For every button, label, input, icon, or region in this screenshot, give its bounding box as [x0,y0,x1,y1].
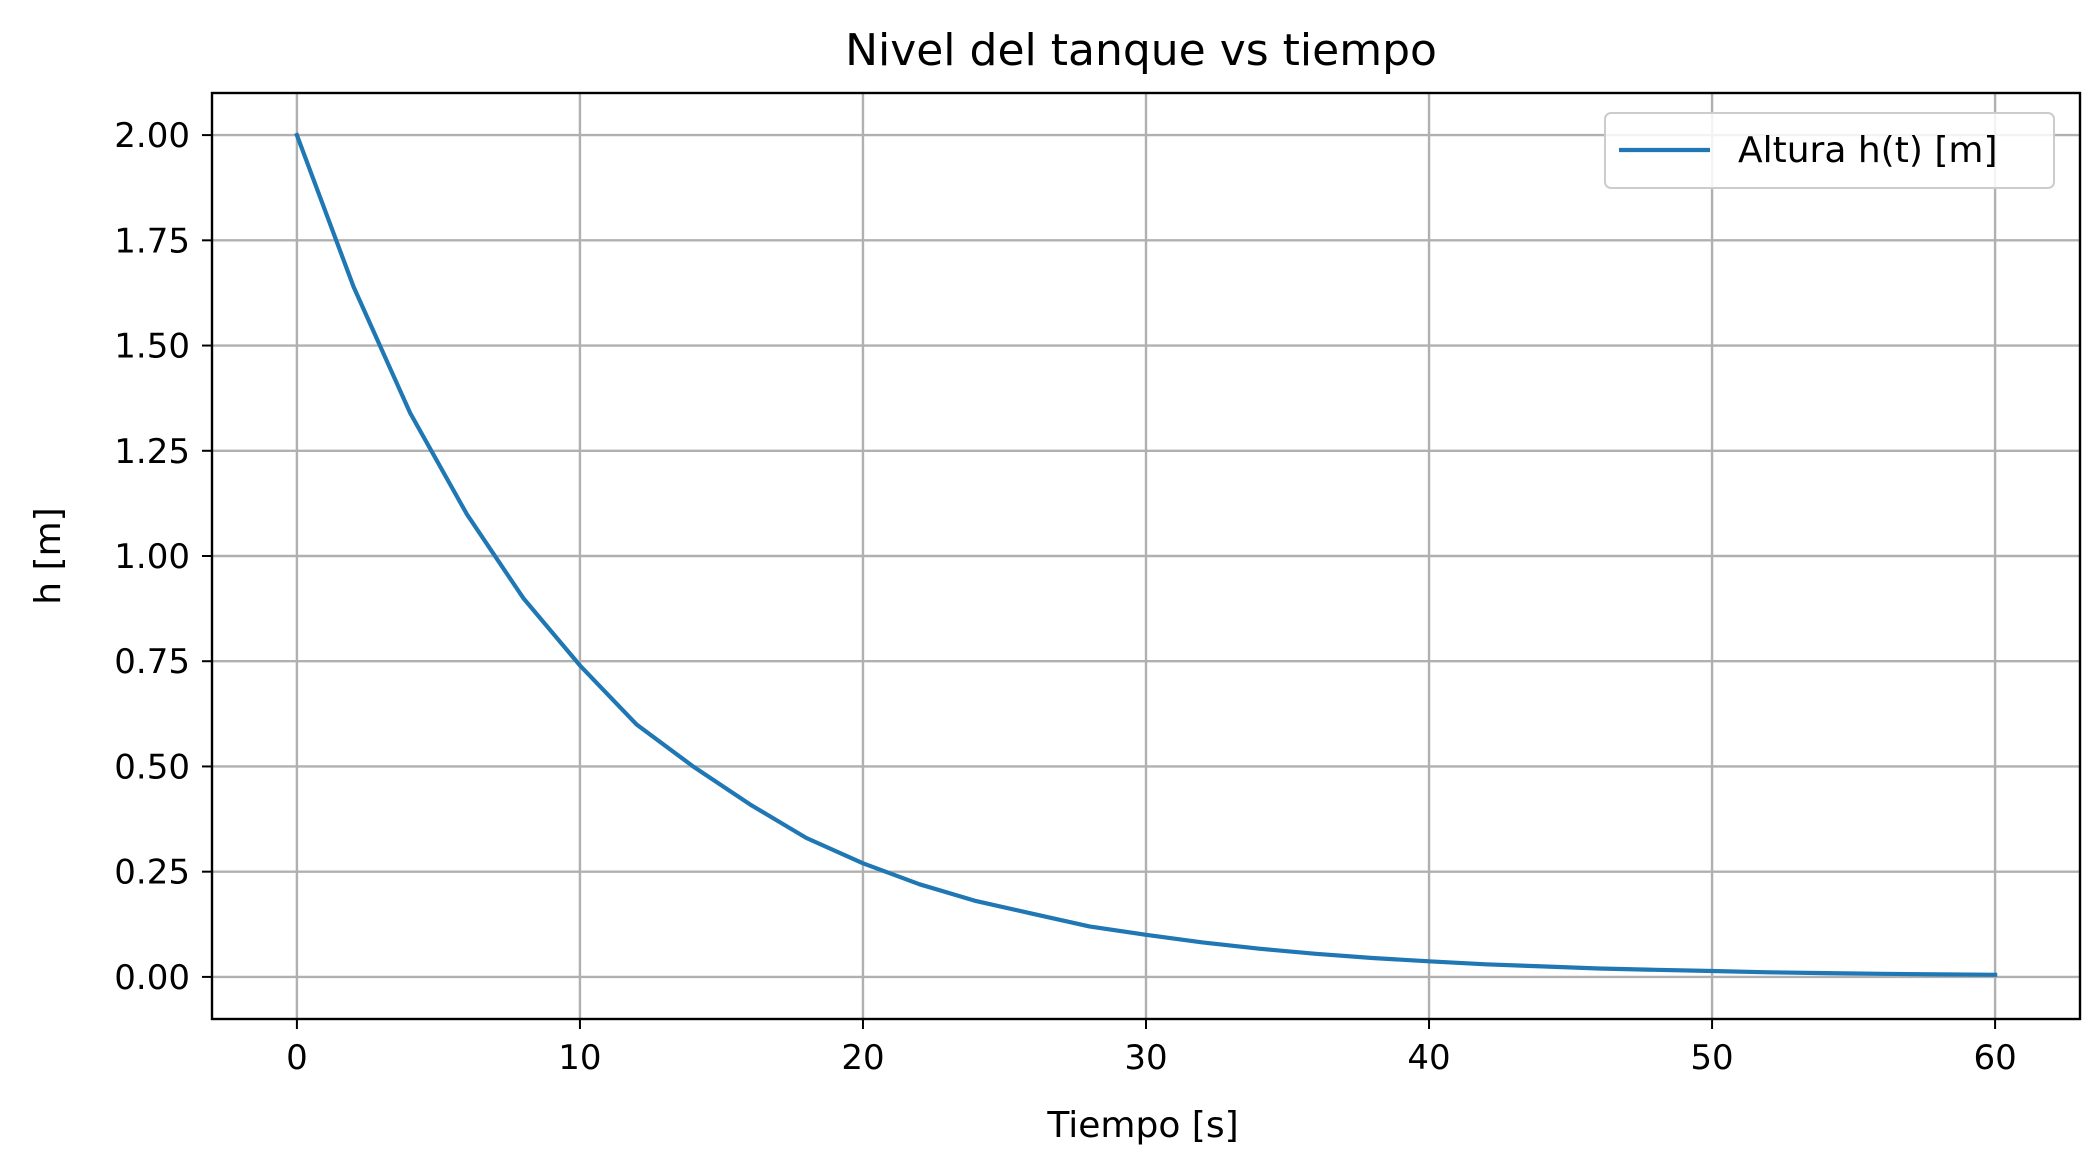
x-tick-label: 50 [1690,1038,1733,1078]
y-tick-label: 2.00 [114,116,190,156]
tick-layer: 0 10 20 30 40 50 60 0.00 0.25 0.50 0.75 1.00 1.25 1.5… [114,116,2016,1078]
x-tick-label: 30 [1124,1038,1167,1078]
legend: Altura h(t) [m] [1604,112,2055,189]
series-layer [294,132,1998,977]
x-tick-label: 0 [286,1038,308,1078]
x-tick-label: 60 [1973,1038,2016,1078]
y-tick-label: 0.50 [114,747,190,787]
x-tick-label: 40 [1407,1038,1450,1078]
y-tick-label: 1.50 [114,327,190,367]
series-line [294,132,1998,977]
x-tick-label: 20 [841,1038,884,1078]
y-tick-label: 0.00 [114,958,190,998]
x-tick-label: 10 [558,1038,601,1078]
y-tick-label: 1.25 [114,432,190,472]
y-tick-label: 1.00 [114,537,190,577]
legend-box [1604,112,2055,189]
grid-layer [212,93,2080,1019]
y-tick-label: 1.75 [114,221,190,261]
x-axis-label: Tiempo [s] [1046,1105,1238,1146]
legend-label: Altura h(t) [m] [1738,130,1998,171]
chart-title: Nivel del tanque vs tiempo [845,25,1437,76]
y-tick-label: 0.75 [114,642,190,682]
y-tick-label: 0.25 [114,853,190,893]
y-axis-label: h [m] [28,507,69,604]
